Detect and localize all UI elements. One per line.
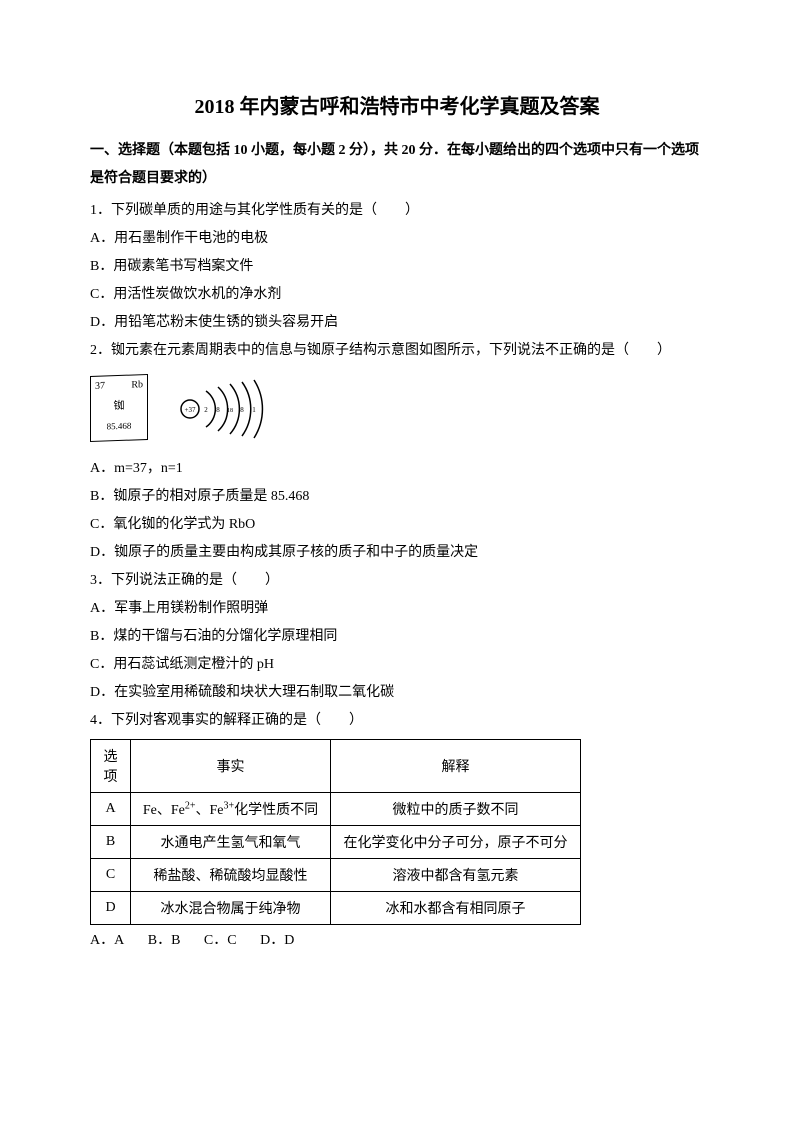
q1-option-c: C．用活性炭做饮水机的净水剂 [90, 281, 704, 309]
cell-fact: 水通电产生氢气和氧气 [131, 826, 331, 859]
svg-text:18: 18 [227, 408, 233, 414]
q1-option-b: B．用碳素笔书写档案文件 [90, 253, 704, 281]
element-symbol: Rb [131, 379, 143, 390]
cell-fact: Fe、Fe2+、Fe3+化学性质不同 [131, 793, 331, 826]
th-option: 选项 [91, 740, 131, 793]
q4-text: 4．下列对客观事实的解释正确的是（ ） [90, 707, 704, 735]
q4-ans-a: A．A [90, 933, 124, 948]
cell-option: D [91, 892, 131, 925]
q3-option-a: A．军事上用镁粉制作照明弹 [90, 595, 704, 623]
table-header-row: 选项 事实 解释 [91, 740, 581, 793]
cell-option: B [91, 826, 131, 859]
q3-option-b: B．煤的干馏与石油的分馏化学原理相同 [90, 623, 704, 651]
cell-explanation: 冰和水都含有相同原子 [331, 892, 581, 925]
svg-text:8: 8 [216, 406, 220, 414]
cell-fact: 冰水混合物属于纯净物 [131, 892, 331, 925]
page-title: 2018 年内蒙古呼和浩特市中考化学真题及答案 [90, 90, 704, 119]
q2-option-b: B．铷原子的相对原子质量是 85.468 [90, 483, 704, 511]
q2-text: 2．铷元素在元素周期表中的信息与铷原子结构示意图如图所示，下列说法不正确的是（ … [90, 337, 704, 365]
cell-option: A [91, 793, 131, 826]
atom-structure-icon: +37 2 8 18 8 1 [178, 379, 278, 439]
q4-ans-b: B．B [148, 933, 181, 948]
table-row: D 冰水混合物属于纯净物 冰和水都含有相同原子 [91, 892, 581, 925]
q4-answer-options: A．A B．B C．C D．D [90, 927, 704, 955]
q4-table: 选项 事实 解释 A Fe、Fe2+、Fe3+化学性质不同 微粒中的质子数不同 … [90, 739, 581, 925]
cell-option: C [91, 859, 131, 892]
cell-explanation: 在化学变化中分子可分，原子不可分 [331, 826, 581, 859]
q1-text: 1．下列碳单质的用途与其化学性质有关的是（ ） [90, 197, 704, 225]
q2-option-c: C．氧化铷的化学式为 RbO [90, 511, 704, 539]
q1-option-a: A．用石墨制作干电池的电极 [90, 225, 704, 253]
element-box: 37 Rb 铷 85.468 [90, 374, 148, 442]
q2-option-a: A．m=37，n=1 [90, 455, 704, 483]
svg-text:8: 8 [240, 406, 244, 414]
q1-option-d: D．用铅笔芯粉末使生锈的锁头容易开启 [90, 309, 704, 337]
q3-option-c: C．用石蕊试纸测定橙汁的 pH [90, 651, 704, 679]
svg-text:2: 2 [204, 406, 208, 414]
q4-ans-c: C．C [204, 933, 237, 948]
table-row: C 稀盐酸、稀硫酸均显酸性 溶液中都含有氢元素 [91, 859, 581, 892]
element-number: 37 [95, 380, 105, 391]
table-row: B 水通电产生氢气和氧气 在化学变化中分子可分，原子不可分 [91, 826, 581, 859]
cell-explanation: 微粒中的质子数不同 [331, 793, 581, 826]
q2-option-d: D．铷原子的质量主要由构成其原子核的质子和中子的质量决定 [90, 539, 704, 567]
q2-diagram: 37 Rb 铷 85.468 +37 2 8 18 8 1 [90, 371, 260, 449]
element-mass: 85.468 [95, 420, 143, 432]
q4-ans-d: D．D [260, 933, 294, 948]
q3-text: 3．下列说法正确的是（ ） [90, 567, 704, 595]
element-name: 铷 [95, 396, 143, 414]
cell-fact: 稀盐酸、稀硫酸均显酸性 [131, 859, 331, 892]
table-row: A Fe、Fe2+、Fe3+化学性质不同 微粒中的质子数不同 [91, 793, 581, 826]
svg-text:1: 1 [252, 406, 256, 414]
th-fact: 事实 [131, 740, 331, 793]
q3-option-d: D．在实验室用稀硫酸和块状大理石制取二氧化碳 [90, 679, 704, 707]
section-header: 一、选择题（本题包括 10 小题，每小题 2 分），共 20 分．在每小题给出的… [90, 137, 704, 193]
th-explanation: 解释 [331, 740, 581, 793]
cell-explanation: 溶液中都含有氢元素 [331, 859, 581, 892]
svg-text:+37: +37 [185, 406, 196, 414]
